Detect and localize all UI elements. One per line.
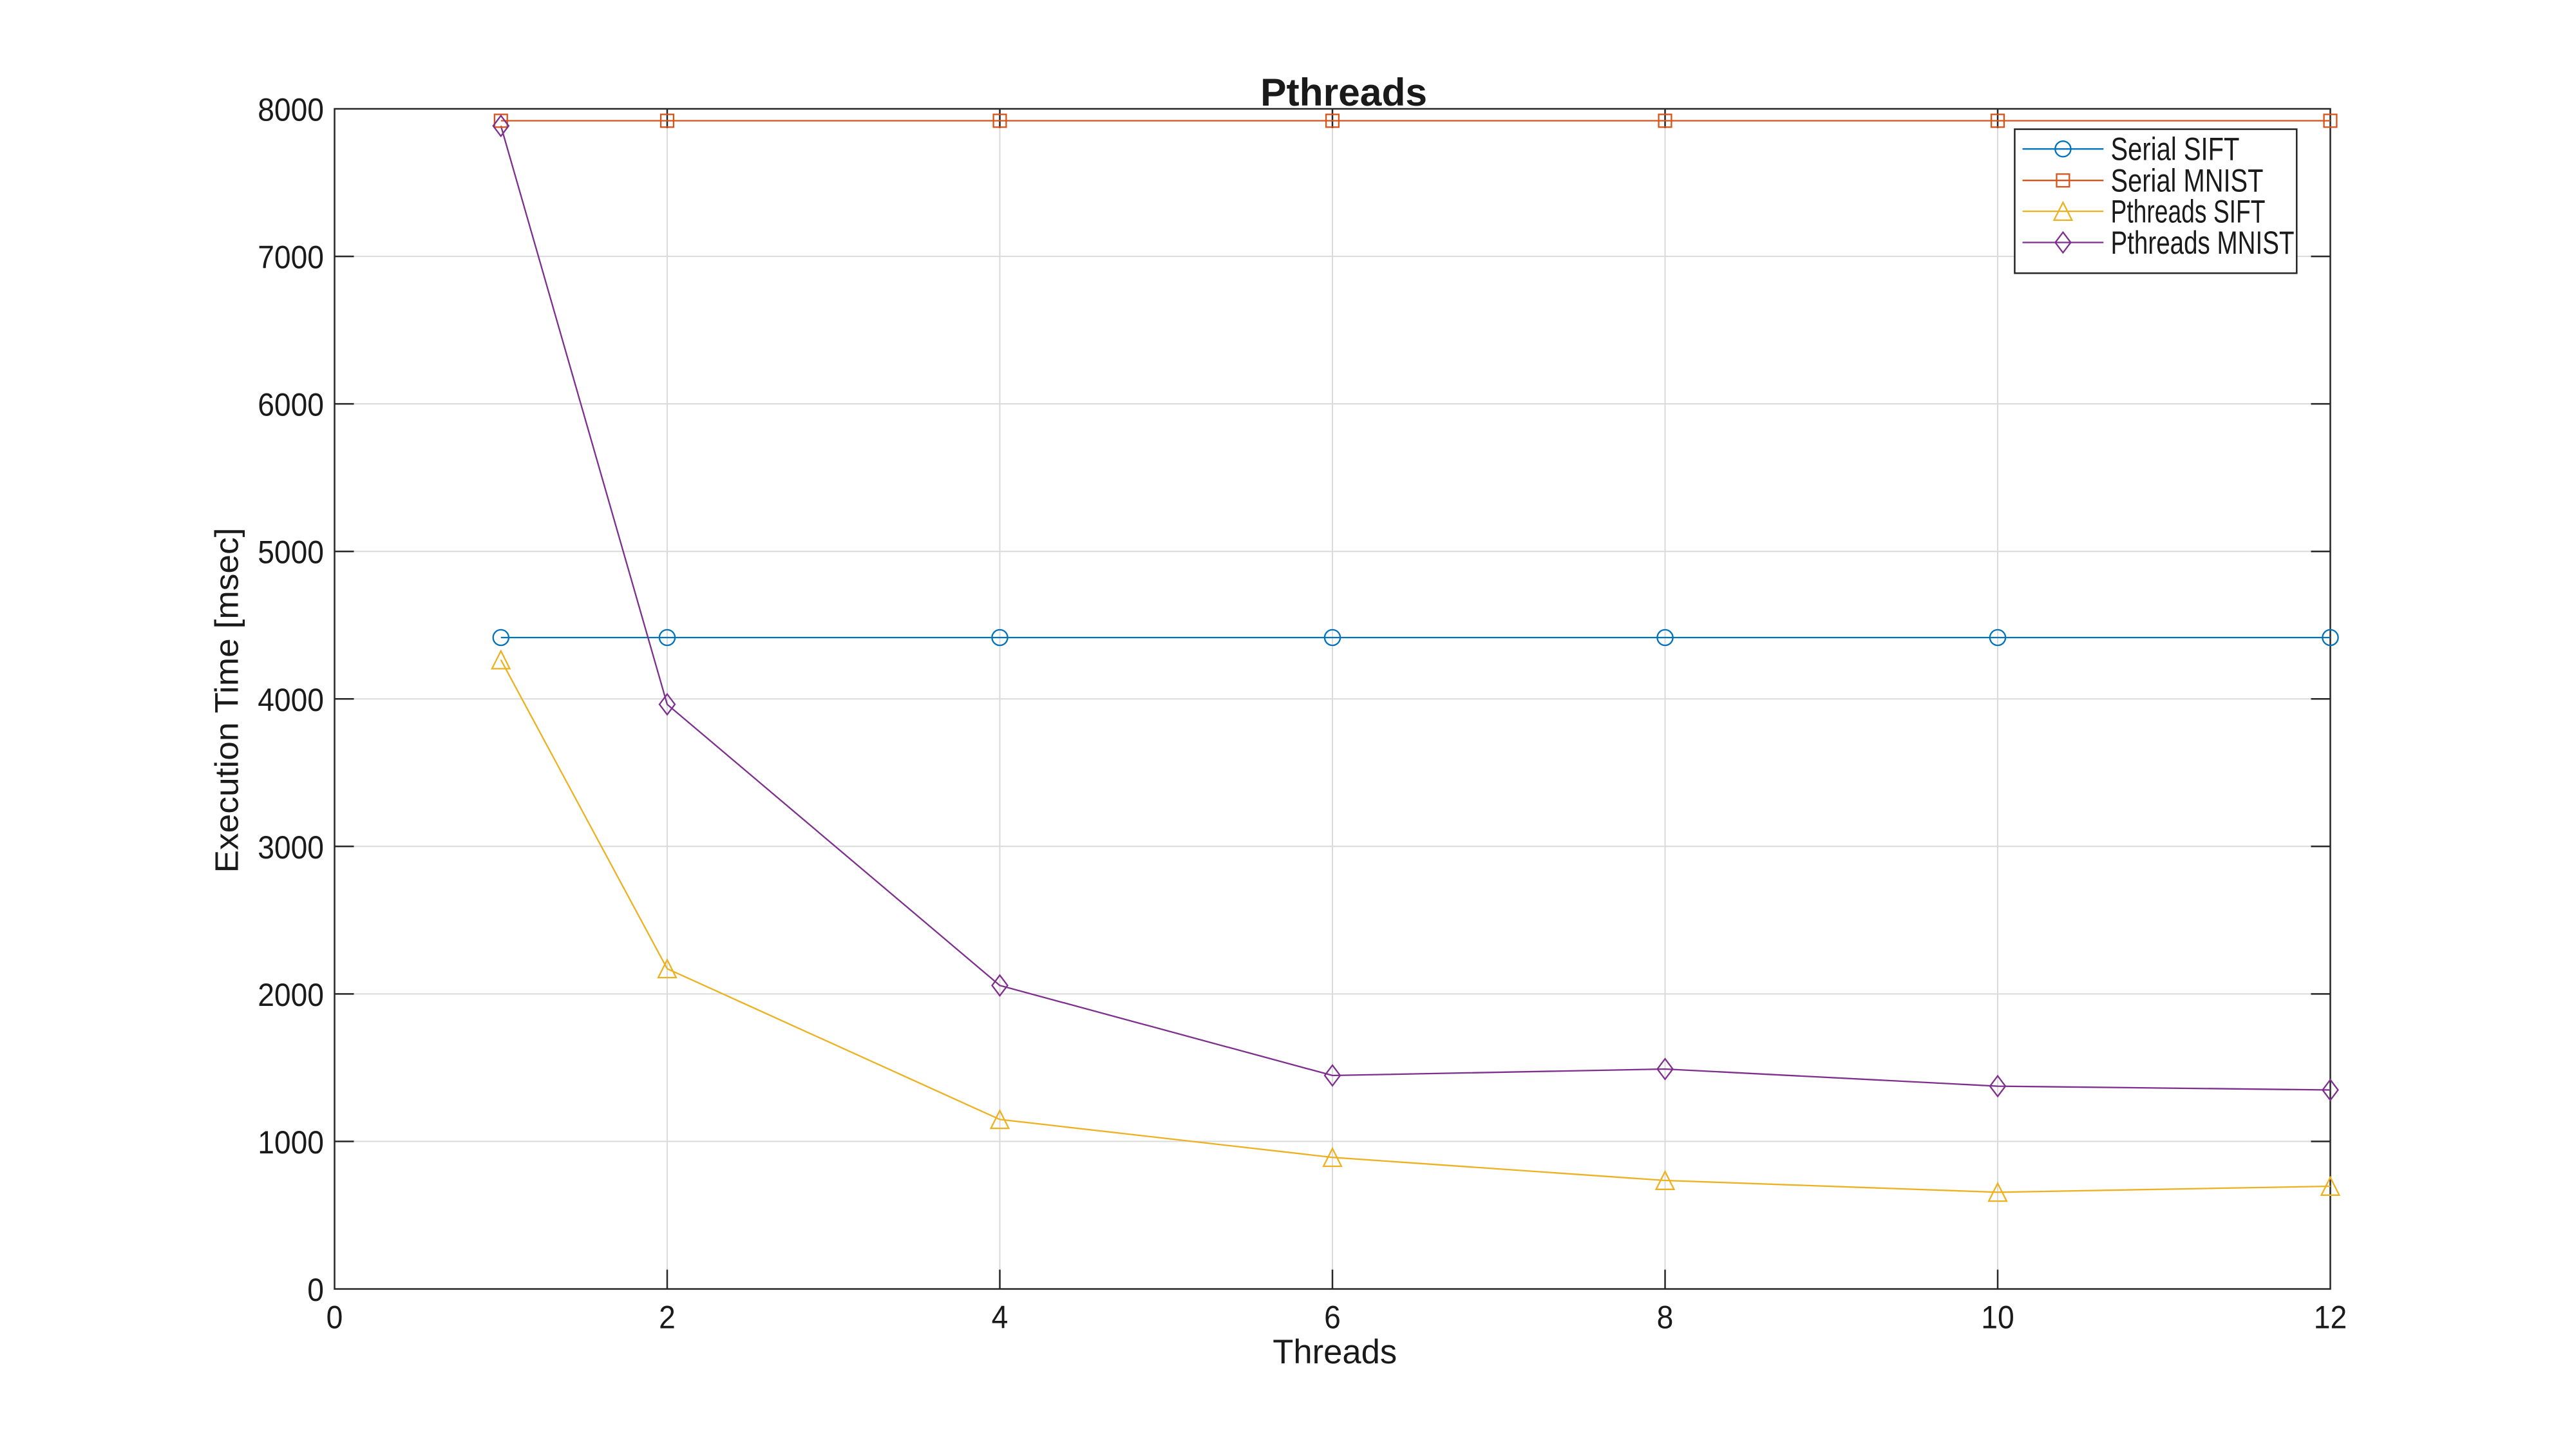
svg-text:Pthreads: Pthreads <box>1260 71 1427 114</box>
svg-text:10: 10 <box>1981 1300 2014 1336</box>
svg-text:0: 0 <box>307 1272 324 1308</box>
svg-text:4: 4 <box>992 1300 1009 1336</box>
svg-text:6: 6 <box>1324 1300 1341 1336</box>
svg-text:4000: 4000 <box>258 682 324 718</box>
svg-text:2000: 2000 <box>258 977 324 1013</box>
svg-text:Pthreads SIFT: Pthreads SIFT <box>2111 193 2266 229</box>
svg-text:12: 12 <box>2314 1300 2347 1336</box>
svg-text:Serial SIFT: Serial SIFT <box>2111 131 2240 167</box>
svg-text:0: 0 <box>327 1300 343 1336</box>
svg-text:Execution Time [msec]: Execution Time [msec] <box>209 528 245 873</box>
svg-text:3000: 3000 <box>258 829 324 866</box>
svg-text:Serial MNIST: Serial MNIST <box>2111 163 2264 199</box>
svg-text:Pthreads MNIST: Pthreads MNIST <box>2111 225 2295 261</box>
svg-text:7000: 7000 <box>258 240 324 276</box>
svg-text:1000: 1000 <box>258 1124 324 1160</box>
svg-text:Threads: Threads <box>1273 1333 1397 1371</box>
svg-text:6000: 6000 <box>258 387 324 423</box>
svg-text:5000: 5000 <box>258 535 324 571</box>
svg-text:8: 8 <box>1657 1300 1674 1336</box>
svg-text:8000: 8000 <box>258 92 324 128</box>
svg-text:2: 2 <box>659 1300 676 1336</box>
